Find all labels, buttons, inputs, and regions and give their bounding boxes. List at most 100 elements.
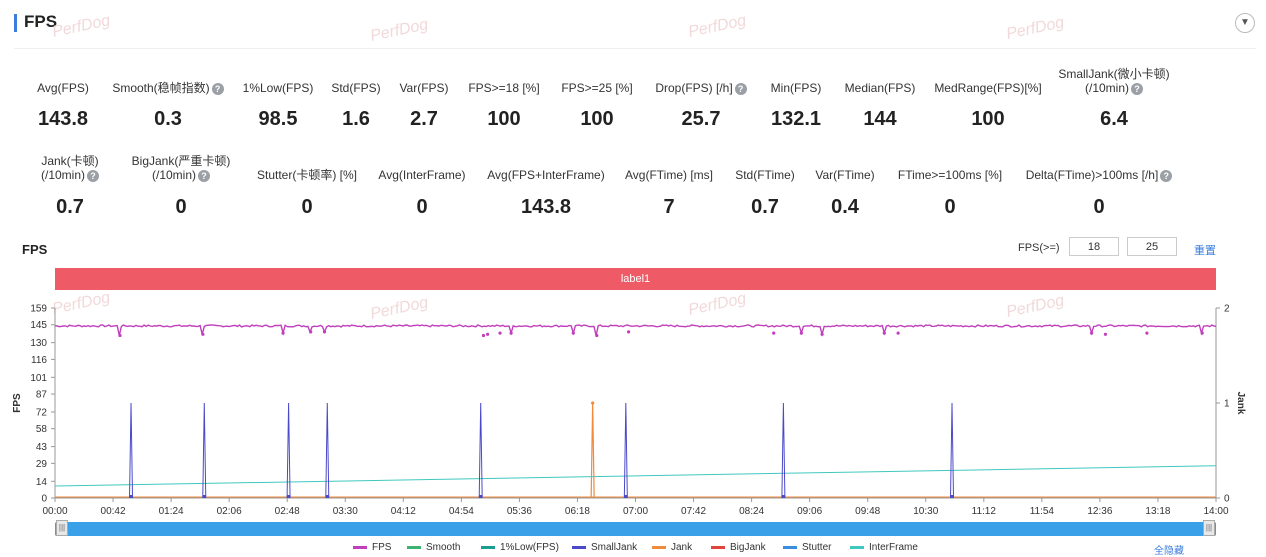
legend-item-jank[interactable]: Jank [652,542,692,553]
y-tick-label: 145 [30,320,47,331]
title-accent-bar [14,14,17,32]
metric-value: 143.8 [520,196,572,218]
metric-value: 0.7 [56,196,84,218]
slider-right-handle[interactable]: ||| [1203,520,1215,536]
toggle-all-series-link[interactable]: 全隐藏 [1154,546,1184,557]
metric-value: 0 [944,196,956,218]
x-tick-label: 13:18 [1145,506,1170,517]
metric-value: 100 [487,108,521,130]
metric-value: 7 [663,196,675,218]
metric-value: 6.4 [1100,108,1128,130]
metric-label: Avg(InterFrame) [378,168,466,182]
series-smalljank-spike [781,402,786,499]
help-icon[interactable]: ? [87,169,99,182]
slider-left-handle[interactable]: ||| [56,520,68,536]
series-smalljank-spike [950,402,955,499]
metric-value: 100 [971,108,1005,130]
metric-label: Std(FTime) [735,168,795,182]
legend-item-interframe[interactable]: InterFrame [850,542,918,553]
metric-value: 25.7 [681,108,721,130]
x-tick-label: 03:30 [333,506,358,517]
metric-value: 0.3 [154,108,182,130]
x-tick-label: 14:00 [1203,506,1228,517]
help-icon[interactable]: ? [211,82,224,95]
y-tick-label: 159 [30,304,47,315]
legend-item-1-low-fps-[interactable]: 1%Low(FPS) [481,542,559,553]
metric-value: 100 [580,108,614,130]
y-tick-label: 43 [36,442,48,453]
help-icon[interactable]: ? [734,82,747,95]
x-tick-label: 01:24 [159,506,184,517]
chart-legend: FPS Smooth 1%Low(FPS) SmallJank Jank BigJank S… [0,541,1266,555]
metric-label: Delta(FTime)>100ms [/h]? [1024,168,1174,182]
x-tick-label: 12:36 [1087,506,1112,517]
threshold-label: FPS(>=) [1018,242,1060,254]
metric-label: Var(FTime) [815,168,875,182]
metric-value: 143.8 [37,108,89,130]
metric-label: Avg(FPS) [37,81,89,95]
collapse-chevron-icon[interactable]: ▼ [1235,13,1255,33]
reset-button[interactable]: 重置 [1194,245,1216,257]
metric-metrics_row1-10: MedRange(FPS)[%] 100 [913,81,1063,161]
metric-metrics_row2-8: FTime>=100ms [%] 0 [875,168,1025,248]
legend-swatch-icon [353,545,367,549]
x-tick-label: 07:00 [623,506,648,517]
threshold-input-1[interactable]: 18 [1069,237,1119,256]
metric-metrics_row1-3: Std(FPS) 1.6 [281,81,431,161]
chart-section-title: FPS [22,242,48,257]
metric-value: 0 [175,196,187,218]
metric-metrics_row2-7: Var(FTime) 0.4 [770,168,920,248]
series-smalljank-point [624,495,628,498]
legend-item-smalljank[interactable]: SmallJank [572,542,637,553]
legend-item-fps[interactable]: FPS [353,542,391,553]
segment-label-bar[interactable]: label1 [55,268,1216,290]
metric-metrics_row2-1: BigJank(严重卡顿) (/10min)? 0 [106,154,256,234]
series-jank-spike [590,402,595,499]
help-icon[interactable]: ? [1160,169,1173,182]
threshold-input-2[interactable]: 25 [1127,237,1177,256]
series-fps-dip-point [118,333,122,338]
legend-swatch-icon [652,545,666,549]
metric-label: Avg(FPS+InterFrame) [487,168,605,182]
metric-label: Avg(FTime) [ms] [624,168,713,182]
series-fps-dip-point [1200,331,1204,335]
x-tick-label: 11:54 [1030,506,1055,517]
metric-metrics_row1-11: SmallJank(微小卡顿) (/10min)? 6.4 [1039,67,1189,147]
legend-swatch-icon [407,545,421,549]
series-smalljank-spike [478,402,483,499]
series-fps-dip-point [486,332,490,336]
x-tick-label: 04:12 [391,506,416,517]
legend-label: 1%Low(FPS) [500,542,559,553]
legend-label: Jank [671,542,693,553]
y-tick-label: 87 [36,390,48,401]
help-icon[interactable]: ? [1131,82,1143,95]
legend-item-bigjank[interactable]: BigJank [711,542,766,553]
metric-label: BigJank(严重卡顿) [131,154,231,168]
legend-label: Smooth [426,542,461,553]
metric-value: 0.7 [751,196,779,218]
metric-label: FPS>=18 [%] [468,81,540,95]
metric-metrics_row1-7: Drop(FPS) [/h]? 25.7 [626,81,776,161]
legend-label: FPS [372,542,392,553]
time-range-slider[interactable] [55,522,1216,536]
series-smalljank-spike [202,402,207,499]
metric-metrics_row2-2: Stutter(卡顿率) [%] 0 [232,168,382,248]
metric-label: Smooth(稳帧指数)? [93,81,243,95]
series-jank-point [591,401,595,405]
x-tick-label: 09:06 [797,506,822,517]
metric-label: SmallJank(微小卡顿) [1058,67,1170,81]
legend-label: Stutter [802,542,832,553]
metric-value: 1.6 [342,108,370,130]
series-fps-dip-point [498,331,502,335]
series-smalljank-point [129,495,133,498]
metric-metrics_row1-1: Smooth(稳帧指数)? 0.3 [93,81,243,161]
series-smalljank-point [325,495,329,498]
fps-panel-header: FPS ▼ [0,0,1266,48]
metric-label: FTime>=100ms [%] [897,168,1003,182]
legend-label: InterFrame [869,542,918,553]
x-tick-label: 00:42 [101,506,126,517]
legend-item-smooth[interactable]: Smooth [407,542,460,553]
metric-label-unit: (/10min)? [106,168,256,182]
legend-item-stutter[interactable]: Stutter [783,542,831,553]
help-icon[interactable]: ? [198,169,210,182]
